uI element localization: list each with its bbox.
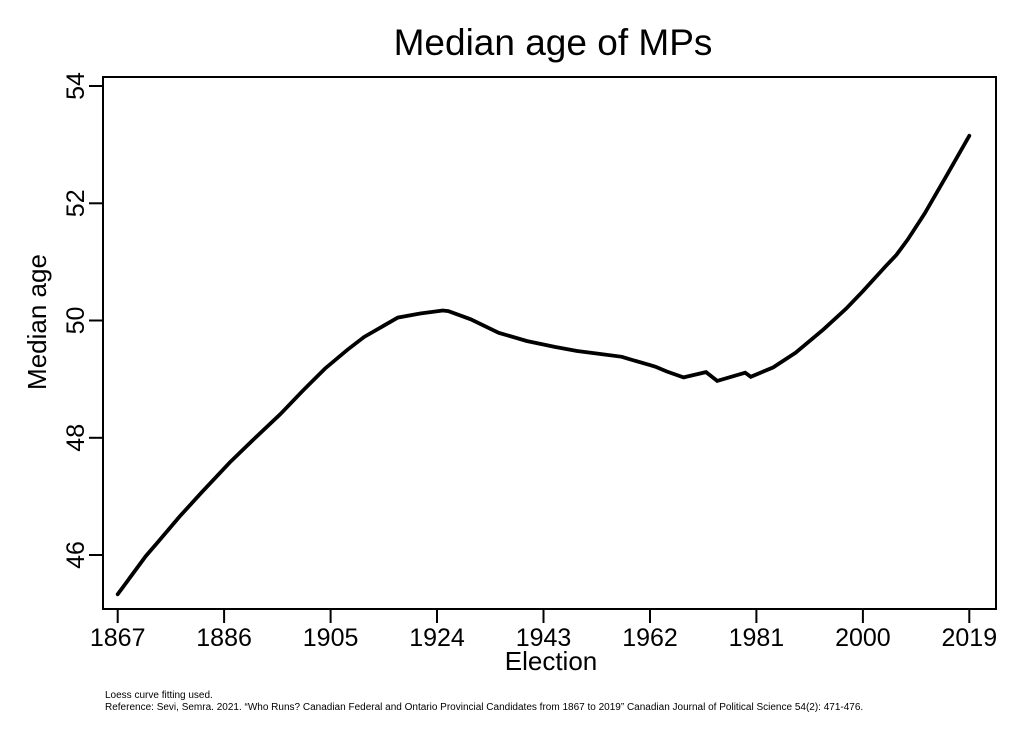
x-tick-label: 1962 (622, 624, 678, 652)
x-tick-label: 2019 (941, 624, 997, 652)
x-tick-label: 1867 (90, 624, 146, 652)
footnote-reference: Reference: Sevi, Semra. 2021. “Who Runs?… (105, 702, 863, 713)
x-tick-label: 1905 (303, 624, 359, 652)
y-axis-label: Median age (22, 254, 52, 390)
plot-border (102, 76, 997, 610)
chart-title: Median age of MPs (394, 22, 713, 63)
y-tick-label: 54 (62, 72, 90, 100)
y-tick-label: 48 (62, 424, 90, 452)
x-axis-ticks: 1867 1886 1905 1924 1943 1962 1981 2000 2019 (90, 609, 997, 652)
x-tick-label: 1981 (729, 624, 785, 652)
y-axis-ticks: 46 48 50 52 54 (62, 72, 103, 569)
x-axis-label: Election (505, 646, 598, 676)
x-tick-label: 1943 (516, 624, 572, 652)
x-tick-label: 2000 (835, 624, 891, 652)
y-tick-label: 52 (62, 189, 90, 217)
x-tick-label: 1924 (409, 624, 465, 652)
loess-curve (115, 133, 972, 597)
x-tick-label: 1886 (196, 624, 252, 652)
footnote-method: Loess curve fitting used. (105, 690, 213, 701)
y-tick-label: 50 (62, 307, 90, 335)
y-tick-label: 46 (62, 541, 90, 569)
